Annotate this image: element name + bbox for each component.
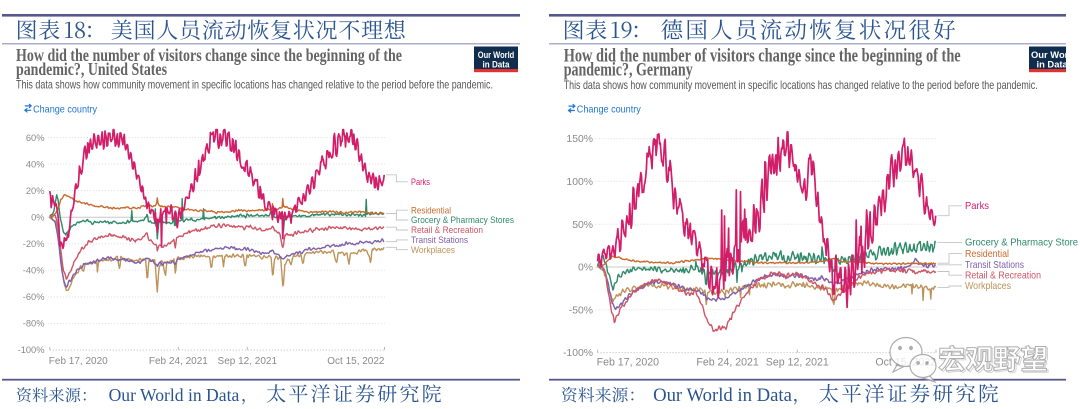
svg-text:Oct 15, 2022: Oct 15, 2022: [327, 356, 385, 367]
svg-text:How did the number of visitors: How did the number of visitors change si…: [16, 45, 402, 65]
svg-text:0%: 0%: [578, 263, 593, 274]
svg-text:pandemic?, United States: pandemic?, United States: [16, 59, 167, 79]
svg-text:Workplaces: Workplaces: [411, 245, 455, 256]
svg-text:0%: 0%: [31, 212, 44, 222]
svg-text:-50%: -50%: [569, 305, 593, 316]
svg-text:Residential: Residential: [965, 248, 1009, 260]
svg-text:Our World in Data: Our World in Data: [109, 385, 240, 405]
svg-text:in Data: in Data: [1037, 59, 1069, 70]
svg-text:Change country: Change country: [33, 104, 98, 115]
svg-text:-40%: -40%: [23, 266, 45, 276]
svg-text:This data shows how community: This data shows how community movement i…: [564, 78, 1038, 92]
svg-text:pandemic?, Germany: pandemic?, Germany: [564, 60, 693, 81]
svg-text:Change country: Change country: [577, 105, 642, 116]
svg-text:Our World: Our World: [478, 50, 515, 60]
svg-text:Transit Stations: Transit Stations: [965, 259, 1024, 271]
svg-text:Sep 12, 2021: Sep 12, 2021: [766, 357, 829, 369]
svg-text:50%: 50%: [572, 220, 593, 231]
svg-text:Grocery & Pharmacy Store: Grocery & Pharmacy Store: [965, 237, 1078, 249]
svg-text:100%: 100%: [566, 177, 593, 188]
svg-text:-20%: -20%: [23, 239, 45, 249]
svg-text:Retail & Recreation: Retail & Recreation: [965, 269, 1041, 281]
svg-text:-80%: -80%: [23, 319, 45, 329]
svg-text:Parks: Parks: [965, 200, 989, 212]
svg-text:Retail & Recreation: Retail & Recreation: [411, 225, 483, 236]
svg-text:60%: 60%: [26, 133, 45, 143]
svg-text:Our World: Our World: [1031, 49, 1077, 60]
svg-text:How did the number of visitors: How did the number of visitors change si…: [564, 46, 961, 67]
svg-text:-100%: -100%: [563, 348, 593, 359]
svg-text:Parks: Parks: [411, 177, 430, 188]
svg-text:20%: 20%: [26, 186, 45, 196]
svg-text:Feb 17, 2020: Feb 17, 2020: [597, 357, 660, 369]
svg-text:40%: 40%: [26, 159, 45, 169]
svg-text:Feb 24, 2021: Feb 24, 2021: [149, 356, 208, 367]
svg-text:Workplaces: Workplaces: [965, 280, 1011, 292]
svg-text:Residential: Residential: [411, 205, 451, 216]
svg-text:Feb 24, 2021: Feb 24, 2021: [696, 357, 759, 369]
svg-text:Sep 12, 2021: Sep 12, 2021: [218, 356, 278, 367]
svg-text:-100%: -100%: [18, 345, 45, 355]
svg-text:This data shows how community: This data shows how community movement i…: [16, 79, 493, 92]
svg-text:Our World in Data: Our World in Data: [653, 385, 793, 406]
svg-text:Transit Stations: Transit Stations: [411, 235, 468, 246]
svg-text:150%: 150%: [566, 134, 593, 145]
svg-text:Grocery & Pharmacy Stores: Grocery & Pharmacy Stores: [411, 215, 514, 226]
svg-text:in Data: in Data: [483, 60, 510, 70]
svg-text:-60%: -60%: [23, 292, 45, 302]
svg-text:Feb 17, 2020: Feb 17, 2020: [49, 356, 108, 367]
